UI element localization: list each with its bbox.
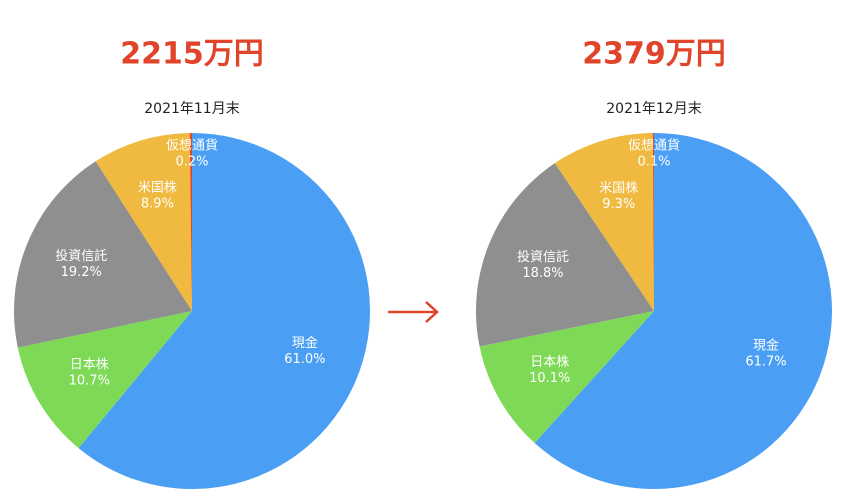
slice-value: 10.7% <box>69 374 110 389</box>
slice-value: 9.3% <box>602 197 635 212</box>
slice-value: 61.0% <box>284 352 325 367</box>
pie-slice <box>95 133 192 311</box>
pie-slice <box>17 311 193 449</box>
pie-slice <box>476 163 654 347</box>
slice-value: 8.9% <box>141 197 174 212</box>
headline: 2379万円 <box>582 37 726 72</box>
transition-arrow <box>388 301 439 323</box>
pie-slice <box>78 133 371 490</box>
pie-slice <box>534 133 832 489</box>
pie-slice <box>652 133 654 311</box>
slice-value: 10.1% <box>529 371 570 386</box>
slice-name: 現金 <box>753 338 779 354</box>
chart-title: 2021年11月末 <box>144 101 239 117</box>
slice-name: 米国株 <box>138 181 177 196</box>
pie-slice <box>13 161 192 348</box>
slice-name: 投資信託 <box>55 248 107 264</box>
slice-name: 仮想通貨 <box>166 138 218 154</box>
slice-value: 0.1% <box>637 155 670 170</box>
slice-name: 米国株 <box>599 181 638 196</box>
slice-name: 現金 <box>292 335 318 351</box>
pie-slice <box>554 133 654 311</box>
pie-slice <box>189 133 192 311</box>
slice-name: 日本株 <box>530 355 569 370</box>
chart-title: 2021年12月末 <box>606 101 701 117</box>
slice-value: 61.7% <box>745 355 786 370</box>
headline: 2215万円 <box>120 37 264 72</box>
slice-value: 0.2% <box>175 155 208 170</box>
slice-name: 仮想通貨 <box>628 138 680 154</box>
slice-value: 19.2% <box>61 265 102 280</box>
slice-name: 日本株 <box>70 358 109 373</box>
pie-slice <box>479 311 654 444</box>
slice-value: 18.8% <box>522 266 563 281</box>
slice-name: 投資信託 <box>517 249 569 265</box>
